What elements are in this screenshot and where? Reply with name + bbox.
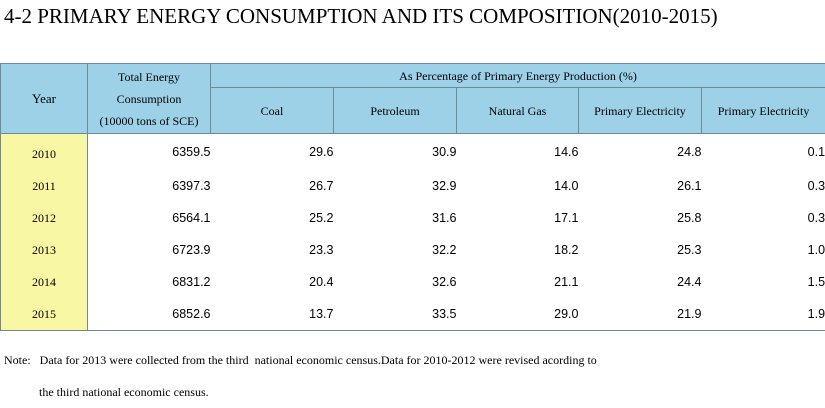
col-header-petroleum: Petroleum (333, 87, 457, 134)
total-header-line1: Total Energy (118, 69, 180, 84)
col-header-primary-electricity: Primary Electricity (578, 87, 702, 134)
petroleum-cell: 32.9 (432, 179, 457, 193)
table-row: 2011 6397.3 26.7 32.9 14.0 26.1 0.3 (0, 170, 825, 202)
coal-cell: 20.4 (309, 275, 334, 289)
footnote-line2: the third national economic census. (39, 385, 209, 399)
coal-cell: 13.7 (210, 298, 334, 331)
primary-electricity-cell: 21.9 (578, 298, 702, 331)
col-header-primary-electricity-2: Primary Electricity (700, 87, 825, 134)
total-cell: 6397.3 (172, 179, 211, 193)
natural-gas-cell: 14.6 (554, 145, 579, 159)
total-header-line2: Consumption (116, 91, 182, 106)
petroleum-cell: 32.6 (432, 275, 457, 289)
col-header-natural-gas: Natural Gas (456, 87, 579, 134)
total-cell: 6564.1 (172, 211, 211, 225)
energy-table: Year Total Energy Consumption (10000 ton… (0, 63, 825, 331)
primary-electricity-2-cell: 0.3 (701, 170, 825, 202)
natural-gas-cell: 29.0 (456, 298, 579, 331)
table-row: 2014 6831.2 20.4 32.6 21.1 24.4 1.5 (0, 266, 825, 298)
primary-electricity-cell: 25.3 (677, 243, 702, 257)
total-cell: 6852.6 (87, 298, 211, 331)
year-cell: 2015 (0, 298, 88, 331)
primary-electricity-2-cell: 0.1 (701, 133, 825, 170)
percentage-group-header: As Percentage of Primary Energy Producti… (209, 63, 825, 88)
natural-gas-cell: 18.2 (554, 243, 579, 257)
table-row: 2015 6852.6 13.7 33.5 29.0 21.9 1.9 (0, 298, 825, 331)
natural-gas-cell: 21.1 (554, 275, 579, 289)
coal-cell: 29.6 (309, 145, 334, 159)
total-cell: 6723.9 (172, 243, 211, 257)
total-consumption-header: Total Energy Consumption (10000 tons of … (87, 63, 211, 134)
total-cell: 6831.2 (172, 275, 211, 289)
natural-gas-cell: 17.1 (554, 211, 579, 225)
primary-electricity-2-cell: 1.0 (701, 234, 825, 266)
footnote-line1: Note: Data for 2013 were collected from … (4, 353, 597, 367)
primary-electricity-2-cell: 1.9 (701, 298, 825, 331)
coal-cell: 23.3 (309, 243, 334, 257)
total-cell: 6359.5 (172, 145, 211, 159)
natural-gas-cell: 14.0 (554, 179, 579, 193)
primary-electricity-cell: 24.4 (677, 275, 702, 289)
page-title: 4-2 PRIMARY ENERGY CONSUMPTION AND ITS C… (4, 4, 718, 28)
year-cell: 2012 (0, 202, 88, 234)
petroleum-cell: 31.6 (432, 211, 457, 225)
year-header: Year (0, 63, 88, 134)
year-cell: 2014 (0, 266, 88, 298)
table-row: 2010 6359.5 29.6 30.9 14.6 24.8 0.1 (0, 133, 825, 170)
petroleum-cell: 30.9 (432, 145, 457, 159)
petroleum-cell: 33.5 (333, 298, 457, 331)
year-cell: 2010 (0, 133, 88, 170)
year-cell: 2013 (0, 234, 88, 266)
primary-electricity-cell: 24.8 (677, 145, 702, 159)
primary-electricity-cell: 25.8 (677, 211, 702, 225)
primary-electricity-2-cell: 1.5 (701, 266, 825, 298)
table-row: 2013 6723.9 23.3 32.2 18.2 25.3 1.0 (0, 234, 825, 266)
year-cell: 2011 (0, 170, 88, 202)
primary-electricity-cell: 26.1 (677, 179, 702, 193)
table-row: 2012 6564.1 25.2 31.6 17.1 25.8 0.3 (0, 202, 825, 234)
coal-cell: 26.7 (309, 179, 334, 193)
col-header-coal: Coal (210, 87, 334, 134)
primary-electricity-2-cell: 0.3 (701, 202, 825, 234)
petroleum-cell: 32.2 (432, 243, 457, 257)
total-header-line3: (10000 tons of SCE) (99, 113, 199, 128)
coal-cell: 25.2 (309, 211, 334, 225)
